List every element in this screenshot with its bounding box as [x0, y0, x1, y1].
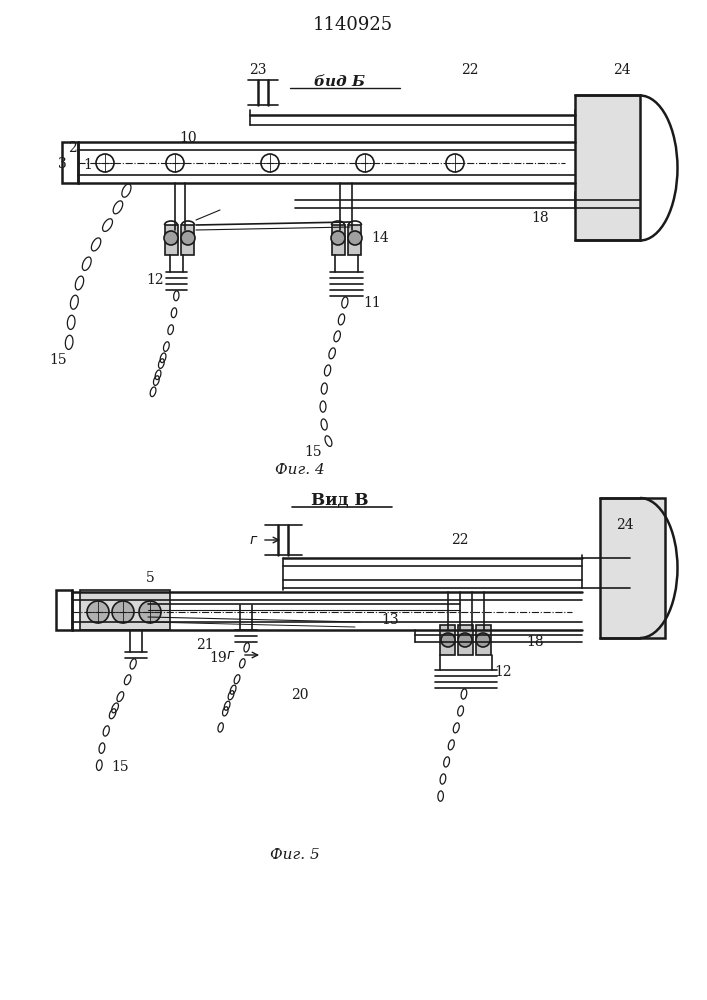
- Text: бид Б: бид Б: [315, 75, 366, 89]
- Text: 24: 24: [617, 518, 633, 532]
- Bar: [440, 625, 455, 655]
- Text: 19: 19: [209, 651, 227, 665]
- Bar: [56, 590, 72, 630]
- Text: 18: 18: [531, 211, 549, 225]
- Text: 22: 22: [461, 63, 479, 77]
- Text: 1: 1: [83, 158, 93, 172]
- Bar: [181, 225, 194, 255]
- Circle shape: [348, 231, 362, 245]
- Circle shape: [458, 633, 472, 647]
- Text: 15: 15: [111, 760, 129, 774]
- Text: 22: 22: [451, 533, 469, 547]
- Circle shape: [87, 601, 109, 623]
- Bar: [348, 225, 361, 255]
- Circle shape: [441, 633, 455, 647]
- Text: 1140925: 1140925: [313, 16, 393, 34]
- Text: 2: 2: [68, 141, 76, 155]
- Circle shape: [181, 231, 195, 245]
- Bar: [80, 590, 170, 630]
- Bar: [476, 625, 491, 655]
- Text: 15: 15: [304, 445, 322, 459]
- Text: 12: 12: [146, 273, 164, 287]
- Text: 21: 21: [196, 638, 214, 652]
- Text: 15: 15: [49, 353, 67, 367]
- Text: 12: 12: [494, 665, 512, 679]
- Text: 24: 24: [613, 63, 631, 77]
- Circle shape: [164, 231, 178, 245]
- Circle shape: [139, 601, 161, 623]
- Text: Фиг. 4: Фиг. 4: [275, 463, 325, 477]
- Circle shape: [112, 601, 134, 623]
- Bar: [575, 95, 640, 240]
- Text: 14: 14: [371, 231, 389, 245]
- Bar: [62, 142, 78, 183]
- Text: 10: 10: [179, 131, 197, 145]
- Text: 18: 18: [526, 635, 544, 649]
- Text: Вид В: Вид В: [311, 491, 369, 508]
- Circle shape: [331, 231, 345, 245]
- Bar: [458, 625, 473, 655]
- Text: 23: 23: [250, 63, 267, 77]
- Text: г: г: [250, 533, 257, 547]
- Text: 11: 11: [363, 296, 381, 310]
- Text: 13: 13: [381, 613, 399, 627]
- Circle shape: [476, 633, 490, 647]
- Bar: [165, 225, 178, 255]
- Text: Фиг. 5: Фиг. 5: [270, 848, 320, 862]
- Text: 5: 5: [146, 571, 154, 585]
- Text: г: г: [226, 648, 233, 662]
- Bar: [332, 225, 345, 255]
- Text: 20: 20: [291, 688, 309, 702]
- Text: 3: 3: [58, 157, 66, 171]
- Bar: [600, 498, 665, 638]
